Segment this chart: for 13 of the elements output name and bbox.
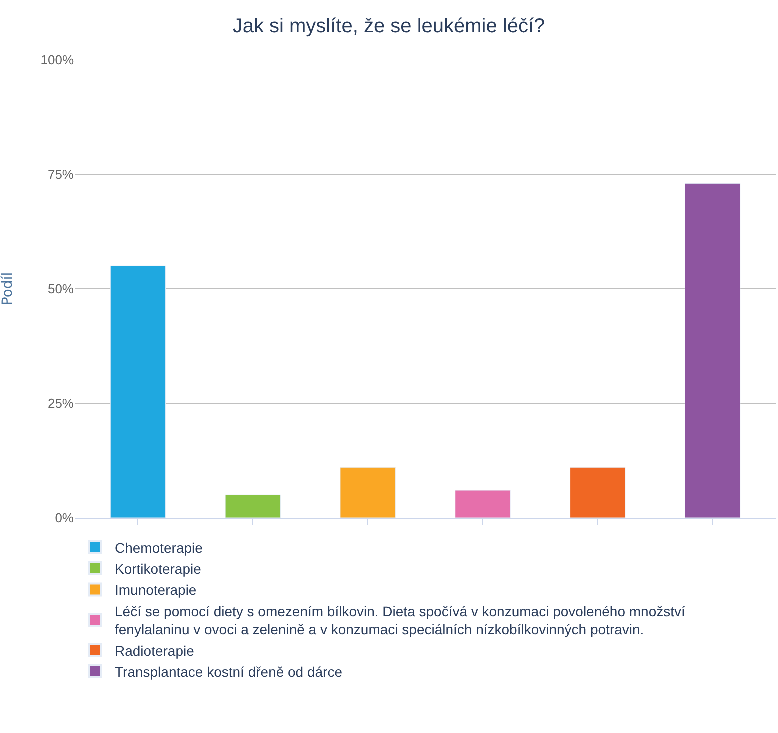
y-tick-label: 75%	[48, 167, 74, 182]
y-tick-label: 25%	[48, 396, 74, 412]
legend-label: Léčí se pomocí diety s omezením bílkovin. Dieta spočívá v konzumaci povoleného množství fenylalaninu v ovoci a zelenině a v konzumaci speciálních nízkobílkovinných potravin.	[115, 603, 686, 638]
y-tick-label: 50%	[48, 282, 74, 297]
legend-label: Kortikoterapie	[115, 561, 202, 577]
y-axis-title: Podíl	[0, 272, 16, 306]
y-tick-label: 0%	[55, 510, 74, 526]
legend-label: Chemoterapie	[115, 540, 204, 556]
legend-label: Transplantace kostní dřeně od dárce	[115, 664, 343, 680]
y-tick-label: 100%	[40, 52, 74, 68]
legend-label: Radioterapie	[115, 642, 195, 659]
chart-title: Jak si myslíte, že se leukémie léčí?	[232, 15, 546, 38]
legend-label: Imunoterapie	[115, 582, 197, 598]
